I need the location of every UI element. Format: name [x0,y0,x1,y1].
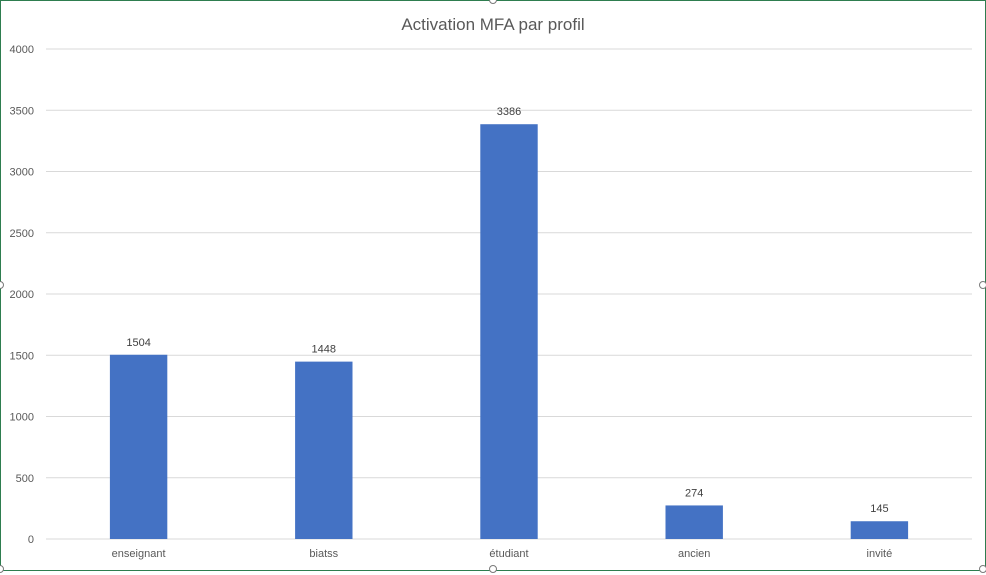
category-label: ancien [678,548,710,560]
bar-ancien[interactable] [665,505,723,539]
y-tick-label: 4000 [10,44,34,56]
category-label: biatss [309,548,338,560]
data-label: 3386 [497,106,521,118]
data-label: 274 [685,487,703,499]
resize-handle-bottom[interactable] [489,565,497,573]
data-labels: 1504 1448 3386 274 145 [126,106,888,515]
chart-title: Activation MFA par profil [401,15,584,34]
x-axis-categories: enseignant biatss étudiant ancien invité [112,548,893,560]
y-tick-label: 2500 [10,228,34,240]
resize-handle-bottom-right[interactable] [979,565,986,573]
y-axis-ticks: 0 500 1000 1500 2000 2500 3000 3500 4000 [10,44,34,546]
resize-handle-right[interactable] [979,281,986,289]
bar-étudiant[interactable] [480,124,538,539]
y-tick-label: 1000 [10,412,34,424]
y-tick-label: 2000 [10,289,34,301]
bars [109,124,909,539]
category-label: étudiant [489,548,528,560]
bar-enseignant[interactable] [109,354,168,539]
data-label: 1504 [126,337,150,349]
bar-biatss[interactable] [295,361,353,539]
y-tick-label: 1500 [10,350,34,362]
data-label: 1448 [312,344,336,356]
y-tick-label: 500 [16,473,34,485]
y-tick-label: 3000 [10,167,34,179]
data-label: 145 [870,503,888,515]
category-label: enseignant [112,548,166,560]
bar-invité[interactable] [850,521,909,539]
y-tick-label: 3500 [10,105,34,117]
category-label: invité [867,548,893,560]
y-tick-label: 0 [28,534,34,546]
